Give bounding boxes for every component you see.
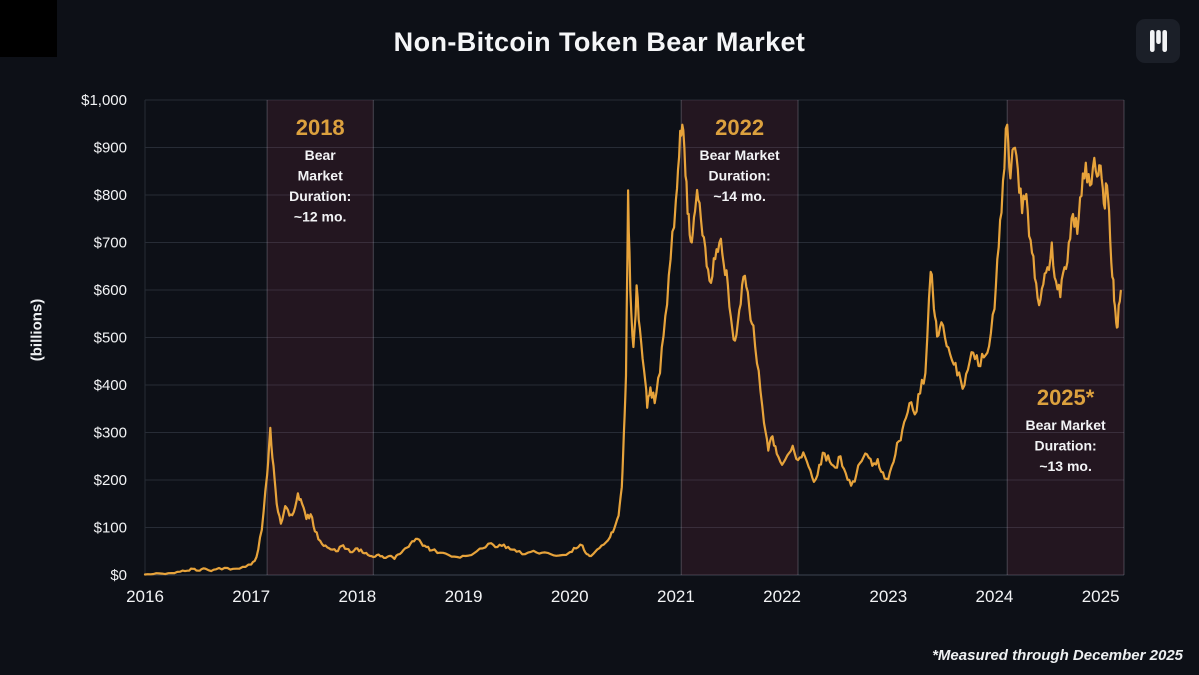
y-tick-label: $600	[94, 282, 127, 299]
y-tick-label: $200	[94, 472, 127, 489]
band-year-label: 2022	[715, 115, 764, 140]
x-tick-label: 2018	[338, 587, 376, 606]
x-tick-label: 2020	[551, 587, 589, 606]
band-caption-line: Duration:	[289, 188, 351, 204]
x-tick-label: 2023	[869, 587, 907, 606]
y-tick-label: $800	[94, 187, 127, 204]
y-tick-label: $1,000	[81, 92, 127, 109]
x-tick-label: 2025	[1082, 587, 1120, 606]
band-caption-line: ~14 mo.	[713, 188, 766, 204]
y-tick-label: $700	[94, 235, 127, 252]
band-caption-line: Market	[298, 168, 343, 184]
band-caption-line: Duration:	[1034, 438, 1096, 454]
band-caption-line: ~12 mo.	[294, 209, 347, 225]
y-tick-label: $500	[94, 330, 127, 347]
bear-market-band-2022	[681, 100, 799, 575]
y-tick-label: $0	[110, 567, 127, 584]
y-tick-label: $400	[94, 377, 127, 394]
y-tick-label: $900	[94, 140, 127, 157]
band-year-label: 2018	[296, 115, 345, 140]
x-tick-label: 2022	[763, 587, 801, 606]
y-tick-label: $300	[94, 425, 127, 442]
band-caption-line: Bear	[305, 147, 337, 163]
x-tick-label: 2021	[657, 587, 695, 606]
pantera-logo-icon	[1150, 30, 1167, 52]
band-caption-line: Bear Market	[1026, 417, 1106, 433]
band-caption-line: ~13 mo.	[1039, 458, 1092, 474]
footnote: *Measured through December 2025	[932, 647, 1183, 664]
band-caption-line: Duration:	[709, 168, 771, 184]
x-tick-label: 2024	[976, 587, 1014, 606]
x-tick-label: 2017	[232, 587, 270, 606]
market-cap-line	[143, 123, 1122, 576]
bear-market-band-2018	[267, 100, 374, 575]
x-tick-label: 2016	[126, 587, 164, 606]
pantera-logo	[1136, 19, 1180, 63]
band-caption-line: Bear Market	[700, 147, 780, 163]
band-year-label: 2025*	[1037, 385, 1095, 410]
y-tick-label: $100	[94, 520, 127, 537]
corner-decoration	[0, 0, 57, 57]
x-tick-label: 2019	[445, 587, 483, 606]
bear-market-band-2025*	[1007, 100, 1124, 575]
page-title: Non-Bitcoin Token Bear Market	[393, 27, 806, 57]
